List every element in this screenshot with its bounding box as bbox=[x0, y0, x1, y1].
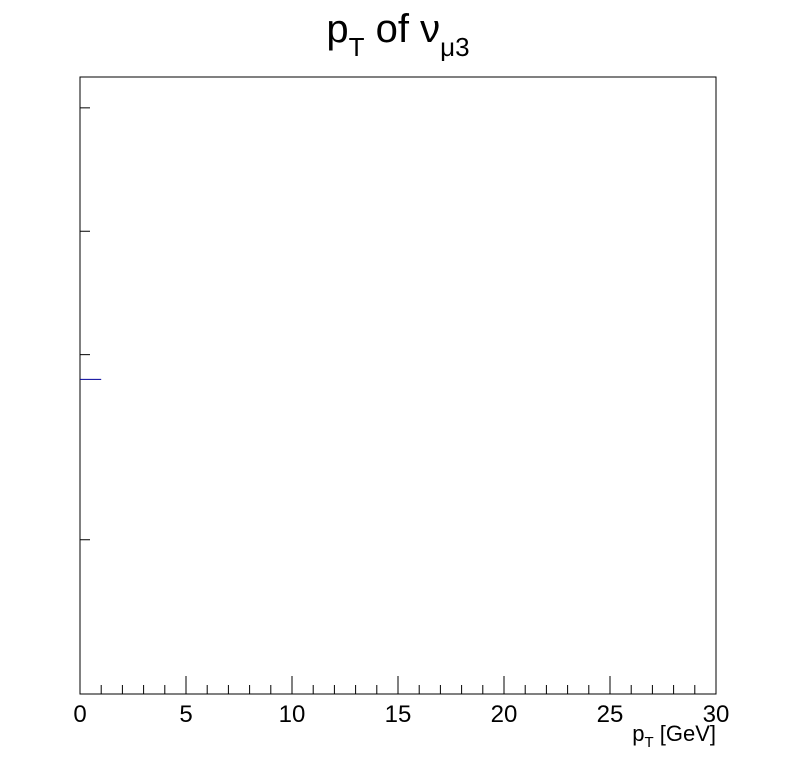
title-symbol: ν bbox=[420, 7, 440, 51]
chart-title: pT of νμ3 bbox=[326, 7, 469, 62]
x-tick-label: 30 bbox=[703, 701, 730, 728]
plot-frame bbox=[79, 76, 717, 695]
x-tick-label: 15 bbox=[385, 701, 412, 728]
x-axis-tick-labels: 0 5 10 15 20 25 30 bbox=[73, 701, 729, 728]
y-axis-ticks bbox=[80, 107, 90, 541]
xlabel-unit: [GeV] bbox=[654, 721, 716, 746]
x-tick-label: 5 bbox=[179, 701, 192, 728]
title-base-sub: T bbox=[349, 32, 365, 62]
x-tick-label: 25 bbox=[597, 701, 624, 728]
title-base: p bbox=[326, 7, 348, 51]
title-middle: of bbox=[365, 7, 421, 51]
x-axis-ticks bbox=[79, 676, 717, 694]
x-tick-label: 20 bbox=[491, 701, 518, 728]
x-axis-title: pT [GeV] bbox=[632, 721, 716, 751]
x-tick-label: 10 bbox=[279, 701, 306, 728]
title-symbol-sub: μ3 bbox=[440, 32, 469, 62]
xlabel-base: p bbox=[632, 721, 644, 746]
xlabel-base-sub: T bbox=[644, 734, 653, 751]
x-tick-label: 0 bbox=[73, 701, 86, 728]
